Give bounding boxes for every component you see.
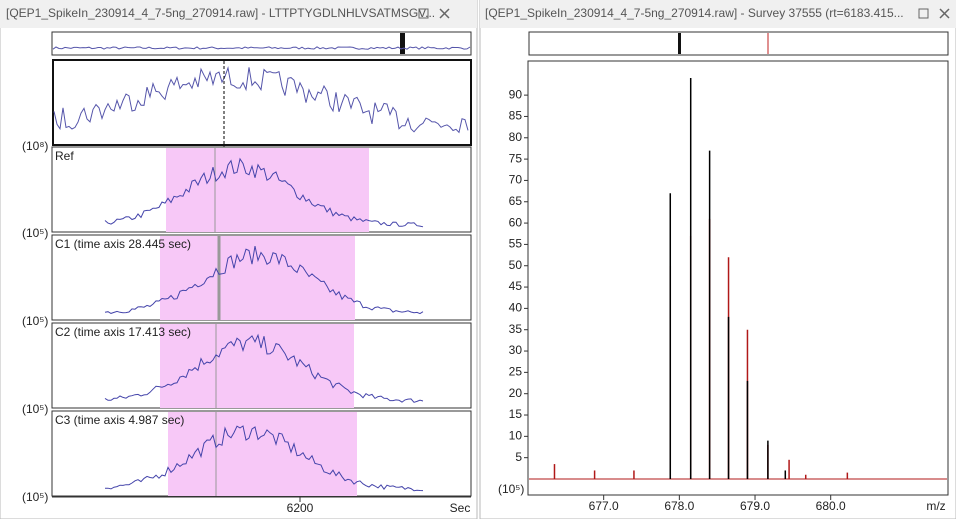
- x-tick-label: 6200: [287, 501, 314, 515]
- y-tick-label: 50: [509, 258, 523, 272]
- maximize-button[interactable]: [918, 8, 929, 19]
- overview-strip: [528, 31, 949, 56]
- overview-trace: [52, 46, 471, 50]
- window-title: [QEP1_SpikeIn_230914_4_7-5ng_270914.raw]…: [6, 6, 435, 20]
- y-tick-label: 90: [509, 87, 523, 101]
- y-tick-label: 10: [509, 429, 523, 443]
- overview-cursor: [678, 33, 681, 54]
- x-unit: Sec: [450, 501, 471, 515]
- y-tick-label: 20: [509, 386, 523, 400]
- panel-label: C2 (time axis 17.413 sec): [55, 325, 191, 339]
- y-tick-label: 25: [509, 365, 523, 379]
- integration-region: [166, 148, 369, 232]
- y-tick-label: 30: [509, 343, 523, 357]
- chromatogram-trace: [104, 157, 424, 228]
- exponent-label: (10⁵): [22, 402, 48, 416]
- window-title: [QEP1_SpikeIn_230914_4_7-5ng_270914.raw]…: [485, 6, 904, 20]
- y-tick-label: 35: [509, 322, 523, 336]
- exponent-label: (10⁸): [22, 139, 48, 153]
- x-tick-label: 679.0: [740, 499, 770, 513]
- left-titlebar: [0, 0, 477, 28]
- tic-trace: [53, 65, 469, 134]
- y-tick-label: 65: [509, 194, 523, 208]
- panel-label: C3 (time axis 4.987 sec): [55, 413, 184, 427]
- close-button[interactable]: [439, 8, 450, 19]
- y-tick-label: 15: [509, 407, 523, 421]
- integration-region: [168, 412, 357, 496]
- y-tick-label: 5: [515, 450, 522, 464]
- panel-label: Ref: [55, 149, 74, 163]
- exponent-label: (10⁵): [498, 482, 524, 496]
- y-tick-label: 40: [509, 301, 523, 315]
- x-tick-label: 678.0: [664, 499, 694, 513]
- y-tick-label: 45: [509, 279, 523, 293]
- panel-label: C1 (time axis 28.445 sec): [55, 237, 191, 251]
- exponent-label: (10⁵): [22, 490, 48, 504]
- x-label: m/z: [926, 499, 945, 513]
- y-tick-label: 70: [509, 173, 523, 187]
- close-button[interactable]: [939, 8, 950, 19]
- y-tick-label: 75: [509, 151, 523, 165]
- exponent-label: (10⁵): [22, 226, 48, 240]
- y-tick-label: 60: [509, 215, 523, 229]
- right-titlebar: [480, 0, 956, 28]
- chromatogram-trace: [104, 425, 424, 492]
- x-tick-label: 677.0: [589, 499, 619, 513]
- y-tick-label: 80: [509, 130, 523, 144]
- chromatogram-trace: [104, 333, 424, 403]
- overview-strip: [51, 31, 472, 56]
- maximize-button[interactable]: [418, 8, 429, 19]
- tic-panel: [52, 59, 472, 146]
- spectrum-panel: [527, 60, 949, 496]
- overview-cursor: [400, 33, 405, 54]
- x-tick-label: 680.0: [816, 499, 846, 513]
- y-tick-label: 85: [509, 109, 523, 123]
- integration-region: [160, 236, 355, 320]
- chromatogram-trace: [104, 245, 424, 315]
- exponent-label: (10⁵): [22, 314, 48, 328]
- y-tick-label: 55: [509, 237, 523, 251]
